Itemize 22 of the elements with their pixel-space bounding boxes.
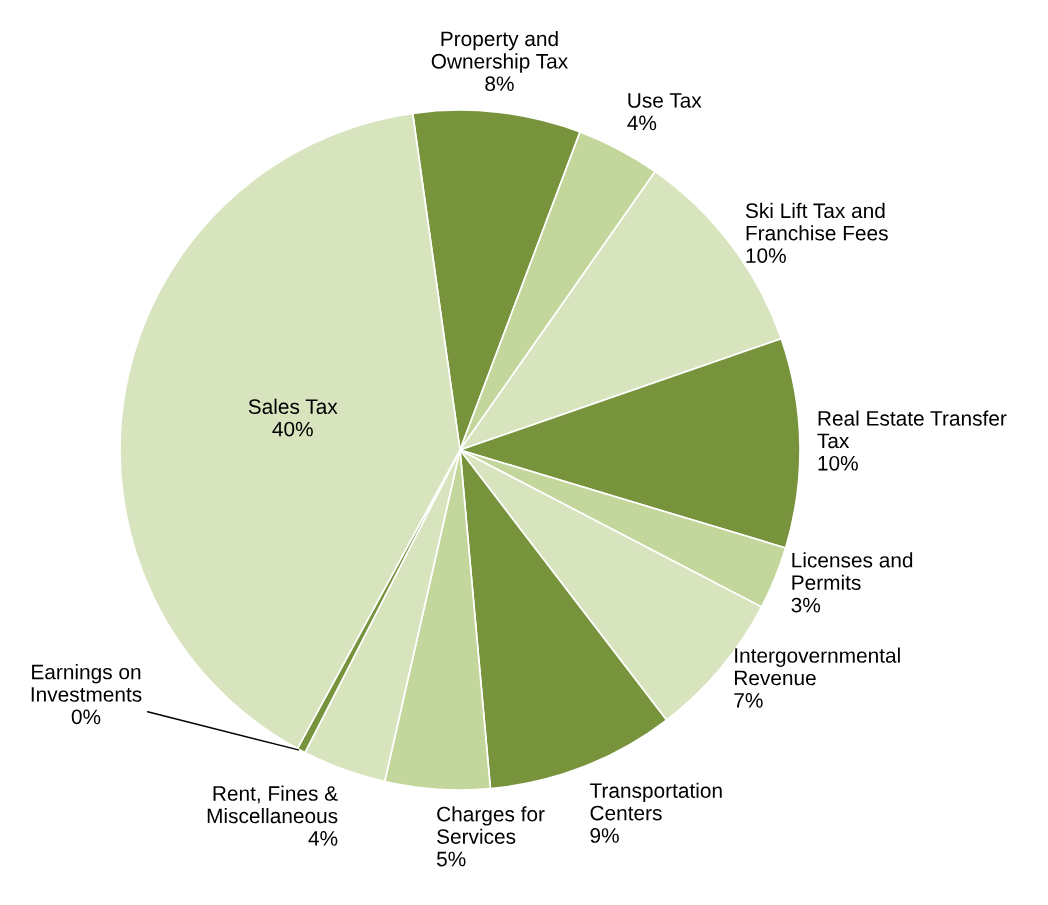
data-label: 10% (746, 248, 786, 263)
slice-label: Use Tax (628, 93, 702, 108)
data-label: 10% (818, 455, 858, 471)
data-label: 9% (590, 828, 619, 843)
slice-label: Ski Lift Tax and Franchise Fees (745, 202, 888, 241)
slice-label: Rent, Fines & Miscellaneous (207, 785, 338, 824)
data-label: 3% (791, 597, 821, 613)
slice-label: Sales Tax (248, 398, 338, 415)
slice-label: Earnings on Investments (31, 664, 142, 702)
data-label: 8% (485, 76, 514, 92)
data-label: 4% (308, 831, 338, 846)
data-label: 5% (436, 851, 466, 867)
slice-label: Property and Ownership Tax (431, 30, 568, 73)
data-label: 4% (627, 115, 657, 131)
slice-label: Licenses and Permits (792, 552, 913, 591)
slice-label: Intergovernmental Revenue (735, 647, 900, 686)
slice-label: Transportation Centers (589, 782, 722, 821)
data-label: 7% (734, 693, 763, 708)
slice-label: Charges for Services (437, 806, 545, 844)
slice-label: Real Estate Transfer Tax (817, 410, 1007, 449)
data-label: 0% (71, 709, 101, 725)
data-label: 40% (272, 421, 313, 437)
